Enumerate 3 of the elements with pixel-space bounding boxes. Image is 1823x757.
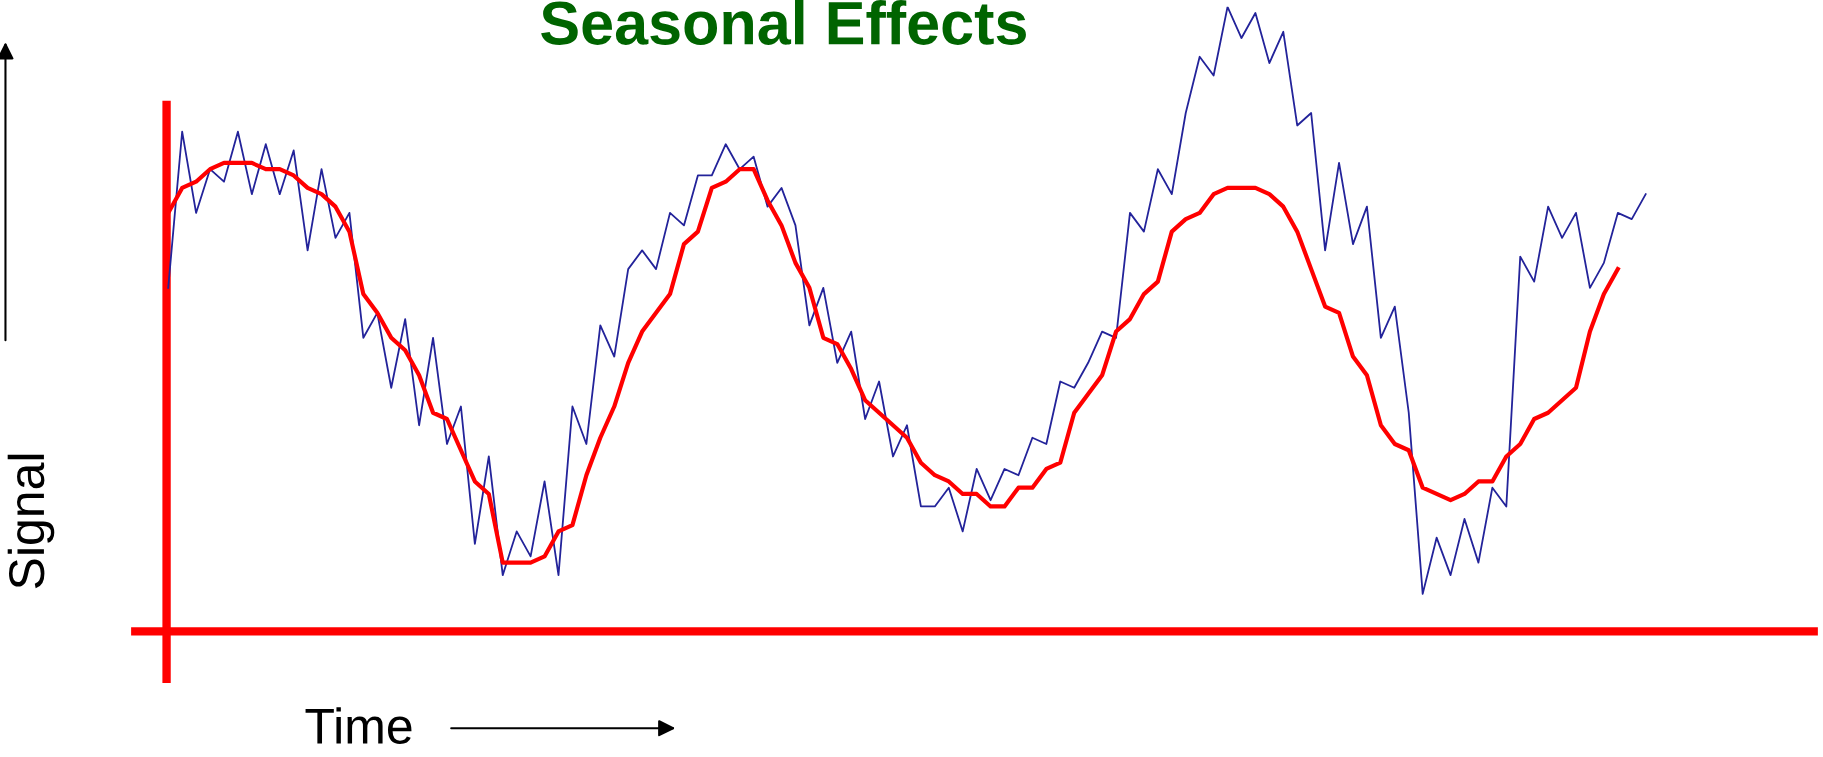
- y-axis-title: Signal: [7, 454, 55, 589]
- x-axis-title: Time: [305, 707, 412, 744]
- chart-title: Seasonal Effects: [541, 0, 1026, 45]
